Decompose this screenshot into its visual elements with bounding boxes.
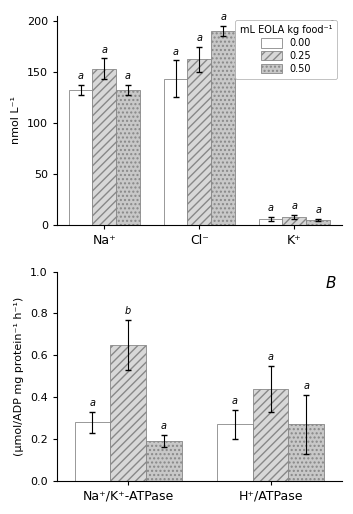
Text: b: b [125, 306, 131, 316]
Bar [116, 90, 140, 225]
Text: a: a [173, 47, 179, 57]
Text: a: a [196, 33, 202, 44]
Bar [110, 345, 146, 481]
Bar [69, 90, 92, 225]
Bar [211, 31, 235, 225]
Bar [217, 425, 253, 481]
Bar [146, 441, 181, 481]
Text: a: a [125, 71, 131, 81]
Y-axis label: nmol L⁻¹: nmol L⁻¹ [11, 96, 21, 144]
Bar [282, 216, 306, 225]
Text: a: a [315, 205, 321, 215]
Bar [253, 389, 288, 481]
Text: B: B [326, 276, 336, 291]
Text: a: a [161, 421, 167, 431]
Text: a: a [268, 203, 274, 213]
Bar [306, 219, 330, 225]
Text: A: A [326, 20, 336, 35]
Bar [74, 423, 110, 481]
Text: a: a [291, 201, 297, 211]
Text: a: a [268, 352, 274, 362]
Bar [259, 218, 282, 225]
Text: a: a [303, 381, 309, 391]
Text: a: a [78, 71, 84, 81]
Text: a: a [220, 12, 226, 22]
Bar [164, 79, 187, 225]
Text: a: a [232, 396, 238, 406]
Bar [187, 60, 211, 225]
Legend: 0.00, 0.25, 0.50: 0.00, 0.25, 0.50 [235, 21, 337, 79]
Text: a: a [101, 45, 107, 54]
Y-axis label: (μmol/ADP mg protein⁻¹ h⁻¹): (μmol/ADP mg protein⁻¹ h⁻¹) [14, 297, 24, 456]
Bar [288, 425, 324, 481]
Bar [92, 69, 116, 225]
Text: a: a [89, 398, 95, 408]
